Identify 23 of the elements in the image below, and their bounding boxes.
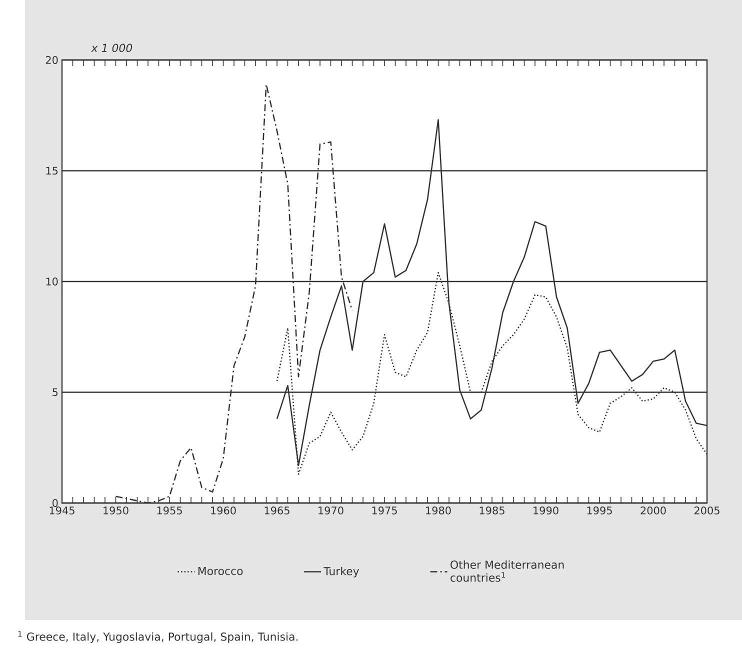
- x-tick-label: 2005: [694, 506, 720, 514]
- y-tick-label: 20: [46, 56, 58, 64]
- legend-label: Morocco: [198, 567, 243, 576]
- y-tick-label: 0: [52, 499, 58, 507]
- x-tick-label: 1970: [318, 506, 344, 514]
- x-tick-label: 1975: [372, 506, 397, 514]
- text: $^{1}$ Greece, Italy, Yugoslavia, Portugal, Spain, Tunisia.: [18, 631, 298, 643]
- x-tick-label: 1955: [157, 506, 182, 514]
- x-tick-label: 1990: [534, 506, 558, 514]
- y-tick-label: 15: [46, 166, 58, 175]
- x-tick-label: 1950: [104, 506, 128, 514]
- x-tick-label: 1945: [50, 506, 74, 514]
- x-tick-label: 1965: [264, 506, 290, 514]
- x-tick-label: 2000: [640, 506, 666, 514]
- legend-label: Other Mediterranean countries$^{1}$: [450, 560, 564, 582]
- x-tick-label: 1960: [211, 506, 236, 514]
- y-tick-label: 10: [46, 278, 58, 286]
- y-axis-title: x 1 000: [91, 44, 132, 52]
- y-tick-label: 5: [52, 388, 58, 396]
- legend-label: Turkey: [324, 566, 359, 578]
- x-tick-label: 1985: [480, 506, 504, 514]
- x-tick-label: 1995: [587, 506, 612, 514]
- x-tick-label: 1980: [426, 506, 451, 514]
